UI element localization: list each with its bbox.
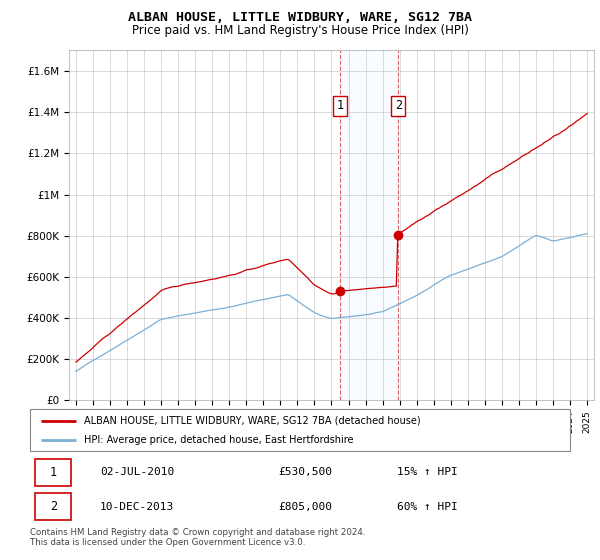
Text: Price paid vs. HM Land Registry's House Price Index (HPI): Price paid vs. HM Land Registry's House … <box>131 24 469 36</box>
Text: Contains HM Land Registry data © Crown copyright and database right 2024.
This d: Contains HM Land Registry data © Crown c… <box>30 528 365 547</box>
Text: 1: 1 <box>50 466 57 479</box>
Text: 2: 2 <box>50 500 57 513</box>
Text: 15% ↑ HPI: 15% ↑ HPI <box>397 468 458 477</box>
Text: HPI: Average price, detached house, East Hertfordshire: HPI: Average price, detached house, East… <box>84 435 353 445</box>
Text: 60% ↑ HPI: 60% ↑ HPI <box>397 502 458 511</box>
FancyBboxPatch shape <box>30 409 570 451</box>
Text: ALBAN HOUSE, LITTLE WIDBURY, WARE, SG12 7BA (detached house): ALBAN HOUSE, LITTLE WIDBURY, WARE, SG12 … <box>84 416 421 426</box>
Text: ALBAN HOUSE, LITTLE WIDBURY, WARE, SG12 7BA: ALBAN HOUSE, LITTLE WIDBURY, WARE, SG12 … <box>128 11 472 24</box>
Text: 2: 2 <box>395 100 402 113</box>
Bar <box>340 50 398 400</box>
Text: 1: 1 <box>337 100 344 113</box>
Text: 10-DEC-2013: 10-DEC-2013 <box>100 502 175 511</box>
FancyBboxPatch shape <box>35 459 71 486</box>
FancyBboxPatch shape <box>35 493 71 520</box>
Text: 02-JUL-2010: 02-JUL-2010 <box>100 468 175 477</box>
Text: £530,500: £530,500 <box>278 468 332 477</box>
Text: £805,000: £805,000 <box>278 502 332 511</box>
